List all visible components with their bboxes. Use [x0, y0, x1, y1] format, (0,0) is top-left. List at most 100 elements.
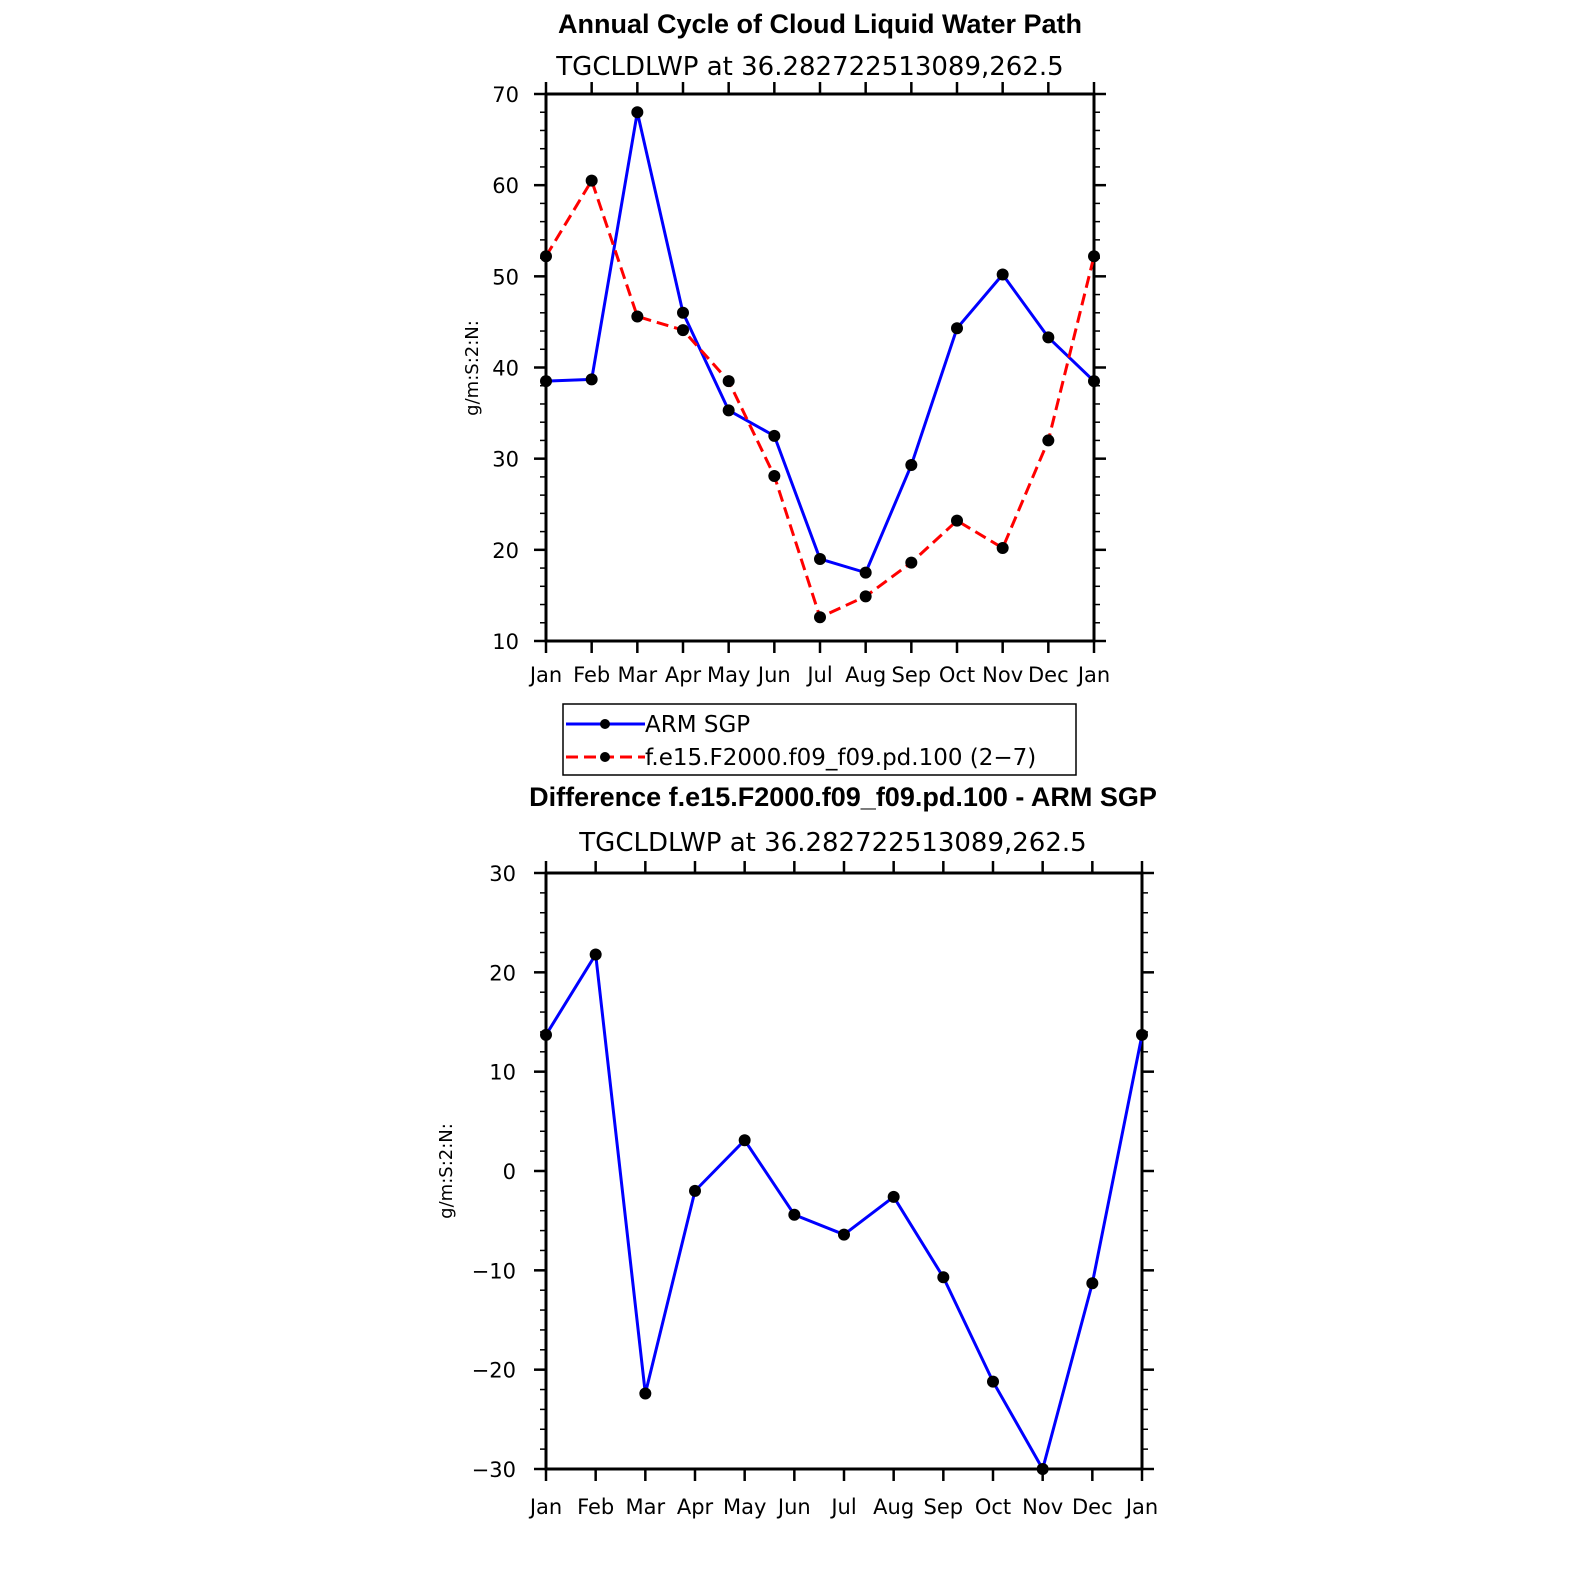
x-tick-label: Aug	[845, 663, 886, 687]
data-point	[722, 404, 735, 417]
series-line-0	[544, 952, 1144, 1471]
data-point	[937, 1271, 950, 1284]
data-point	[1086, 1277, 1099, 1290]
x-tick-label: Sep	[892, 663, 932, 687]
y-tick-label: 40	[492, 357, 519, 381]
data-point	[1036, 1463, 1049, 1475]
data-point	[951, 514, 963, 527]
x-tick-label: Dec	[1028, 663, 1069, 687]
data-point	[738, 1134, 751, 1147]
chart-subtitle: TGCLDLWP at 36.282722513089,262.5	[555, 52, 1063, 82]
y-axis-label: g/m:S:2:N:	[436, 1123, 457, 1219]
legend-marker-model	[600, 752, 610, 762]
data-point	[768, 469, 781, 482]
data-point	[814, 611, 826, 624]
y-tick-label: 10	[489, 1061, 516, 1085]
data-point	[1136, 1028, 1148, 1041]
x-tick-label: Dec	[1072, 1495, 1113, 1519]
data-point	[1042, 331, 1055, 344]
data-point	[540, 375, 552, 388]
data-point	[722, 375, 735, 388]
x-tick-label: May	[707, 663, 750, 687]
y-tick-label: −30	[472, 1458, 516, 1482]
y-tick-label: −20	[472, 1359, 516, 1383]
data-point	[639, 1387, 652, 1400]
legend-label-model: f.e15.F2000.f09_f09.pd.100 (2−7)	[645, 745, 1036, 771]
x-tick-label: Sep	[924, 1495, 964, 1519]
x-tick-label: Apr	[677, 1495, 714, 1519]
x-tick-label: Jun	[756, 663, 791, 687]
data-point	[859, 590, 872, 603]
y-tick-label: 30	[489, 862, 516, 886]
legend-entry-arm-sgp: ARM SGP	[566, 712, 750, 738]
x-tick-label: Nov	[982, 663, 1023, 687]
data-point	[905, 459, 918, 472]
legend-box	[562, 703, 1077, 776]
chart-subtitle: TGCLDLWP at 36.282722513089,262.5	[578, 828, 1086, 858]
data-point	[677, 324, 689, 337]
data-point	[951, 322, 963, 335]
y-tick-label: 10	[492, 630, 519, 654]
chart-title: Difference f.e15.F2000.f09_f09.pd.100 - …	[529, 782, 1157, 812]
x-tick-label: Nov	[1022, 1495, 1063, 1519]
data-point	[788, 1208, 801, 1221]
x-tick-label: Mar	[626, 1495, 666, 1519]
data-point	[589, 948, 602, 961]
plot-frame	[544, 871, 1144, 1471]
data-point	[1088, 375, 1100, 388]
x-tick-label: Jan	[1076, 663, 1110, 687]
y-tick-label: −10	[472, 1259, 516, 1283]
y-tick-label: 0	[503, 1160, 516, 1184]
series-line-0	[545, 110, 1096, 575]
data-point	[540, 250, 552, 263]
plot-frame	[544, 92, 1096, 643]
difference-chart: Difference f.e15.F2000.f09_f09.pd.100 - …	[436, 782, 1158, 1519]
data-point	[905, 556, 918, 569]
x-tick-label: Oct	[975, 1495, 1011, 1519]
data-point	[1042, 434, 1055, 447]
data-point	[677, 306, 689, 319]
data-point	[814, 552, 826, 565]
x-tick-label: Jul	[829, 1495, 856, 1519]
legend-marker-arm-sgp	[600, 719, 610, 729]
x-tick-label: Feb	[577, 1495, 614, 1519]
x-tick-label: Mar	[618, 663, 658, 687]
data-point	[689, 1184, 701, 1197]
data-point	[838, 1228, 850, 1241]
y-tick-label: 20	[492, 539, 519, 563]
data-point	[631, 310, 644, 323]
data-point	[631, 106, 644, 119]
legend-label-arm-sgp: ARM SGP	[645, 712, 750, 738]
data-point	[768, 429, 781, 442]
y-tick-label: 30	[492, 448, 519, 472]
x-tick-label: Oct	[939, 663, 975, 687]
x-tick-label: May	[723, 1495, 766, 1519]
legend: ARM SGP f.e15.F2000.f09_f09.pd.100 (2−7)	[562, 703, 1077, 776]
data-point	[996, 268, 1009, 281]
y-tick-label: 20	[489, 961, 516, 985]
y-tick-label: 50	[492, 265, 519, 289]
x-tick-label: Feb	[573, 663, 610, 687]
legend-entry-model: f.e15.F2000.f09_f09.pd.100 (2−7)	[566, 745, 1036, 771]
series-line-1	[544, 179, 1096, 619]
data-point	[859, 566, 872, 579]
data-point	[585, 373, 598, 386]
data-point	[1088, 250, 1100, 263]
y-tick-label: 70	[492, 83, 519, 107]
annual-cycle-chart: Annual Cycle of Cloud Liquid Water Path …	[462, 9, 1110, 776]
x-tick-label: Apr	[665, 663, 702, 687]
x-tick-label: Jul	[805, 663, 832, 687]
x-tick-label: Aug	[873, 1495, 914, 1519]
data-point	[540, 1028, 552, 1041]
chart-title: Annual Cycle of Cloud Liquid Water Path	[558, 9, 1082, 39]
data-point	[987, 1375, 999, 1388]
x-tick-label: Jan	[528, 663, 562, 687]
x-tick-label: Jun	[776, 1495, 811, 1519]
data-point	[887, 1190, 900, 1203]
data-point	[585, 174, 598, 187]
x-tick-label: Jan	[1124, 1495, 1158, 1519]
y-axis-label: g/m:S:2:N:	[462, 320, 483, 416]
x-tick-label: Jan	[528, 1495, 562, 1519]
y-tick-label: 60	[492, 174, 519, 198]
